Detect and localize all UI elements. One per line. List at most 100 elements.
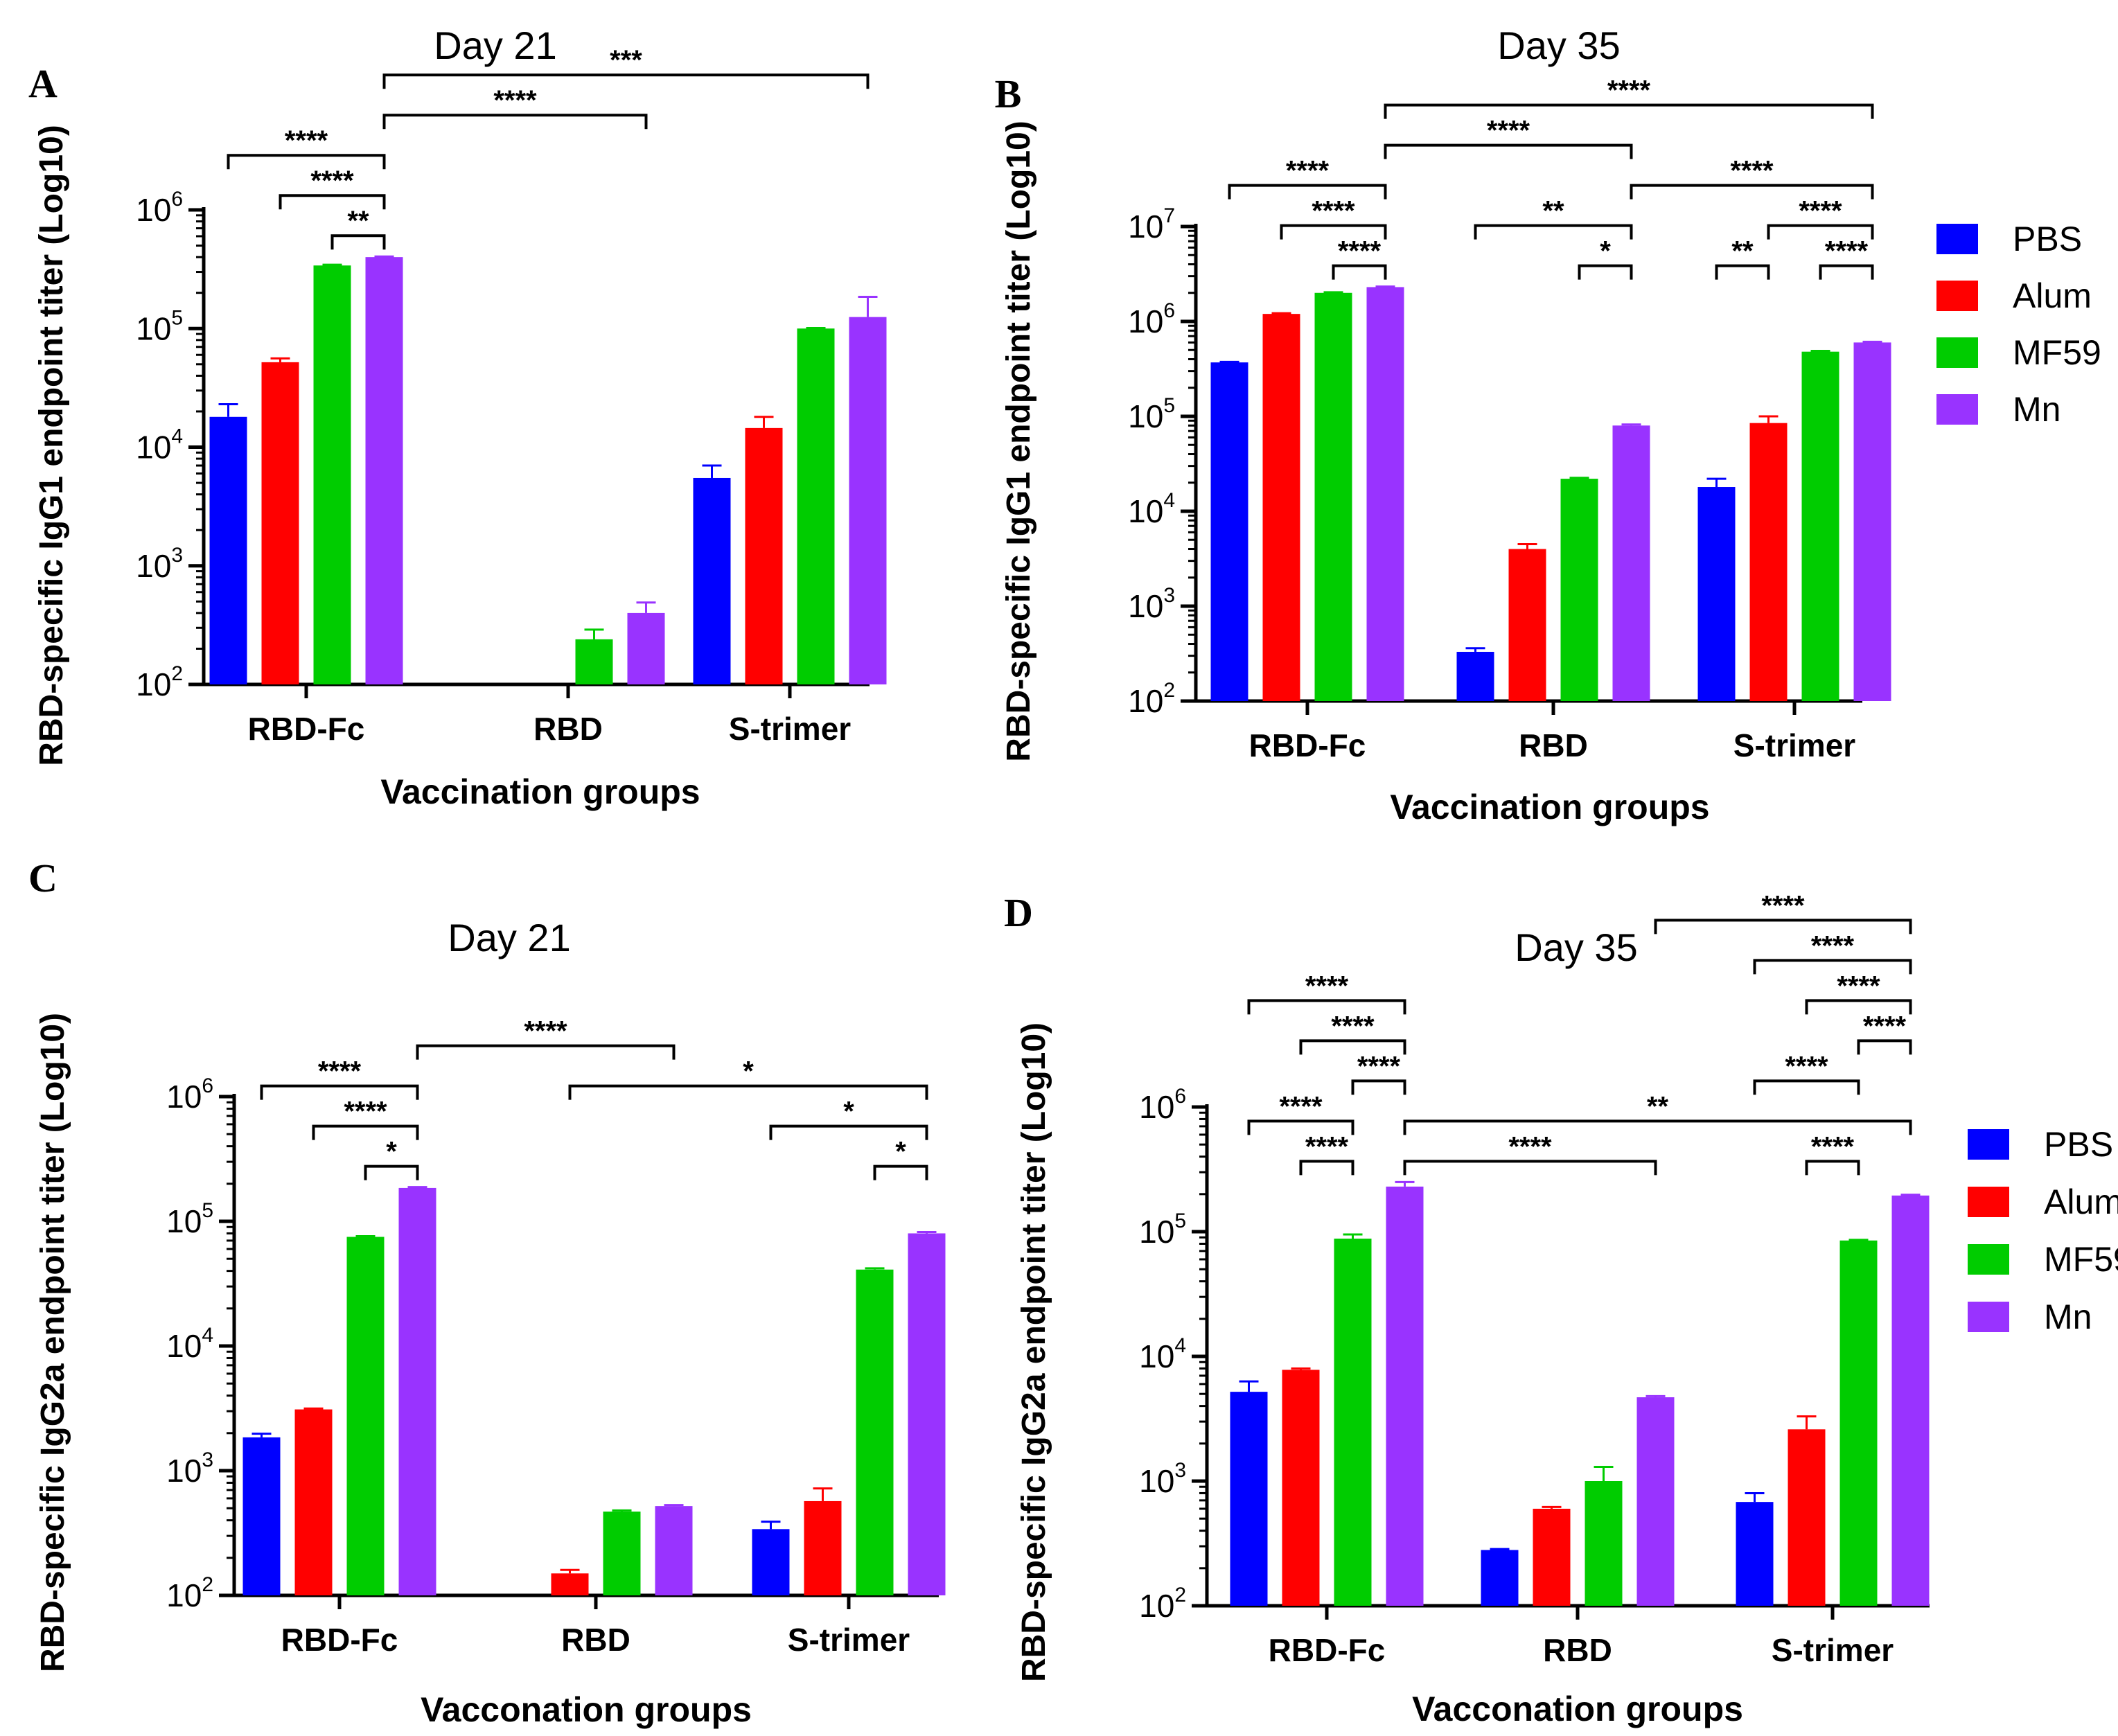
bracket-line — [1857, 1039, 1912, 1055]
significance-bracket: **** — [382, 85, 648, 130]
y-axis-label: RBD-specific IgG1 endpoint titer (Log10) — [33, 125, 70, 765]
y-tick-label: 106 — [1139, 1085, 1186, 1125]
bracket-line — [260, 1084, 419, 1100]
y-tick-label: 102 — [136, 662, 183, 702]
y-tick-exponent: 6 — [1163, 299, 1175, 322]
y-tick-base: 10 — [1139, 1338, 1174, 1374]
bracket-line — [382, 114, 648, 130]
legend: PBS Alum MF59 Mn — [1968, 1125, 2118, 1336]
category-label: RBD-Fc — [1269, 1632, 1386, 1668]
y-tick-label: 105 — [1128, 394, 1175, 434]
chart-title: Day 21 — [434, 24, 556, 67]
y-tick-exponent: 3 — [1174, 1459, 1186, 1482]
y-tick-base: 10 — [1128, 209, 1163, 245]
y-tick-label: 102 — [1128, 679, 1175, 719]
significance-label: **** — [1305, 1131, 1349, 1162]
legend-label: MF59 — [2013, 333, 2101, 372]
significance-label: **** — [1837, 971, 1880, 1001]
y-tick-base: 10 — [1139, 1463, 1174, 1499]
legend-swatch-mn — [1968, 1302, 2009, 1332]
y-tick-label: 106 — [166, 1074, 213, 1115]
bracket-line — [1654, 919, 1912, 935]
significance-bracket: **** — [1384, 76, 1874, 119]
significance-bracket: * — [364, 1137, 419, 1180]
significance-bracket: **** — [260, 1056, 419, 1100]
bar-mn — [398, 1187, 436, 1595]
bar-alum — [804, 1500, 842, 1595]
significance-label: ** — [1647, 1091, 1669, 1122]
y-tick-label: 103 — [1139, 1459, 1186, 1499]
y-tick-base: 10 — [166, 1328, 202, 1364]
panel-letter: A — [28, 61, 58, 106]
y-tick-exponent: 6 — [171, 188, 183, 211]
bracket-line — [1715, 264, 1770, 280]
bar-alum — [551, 1573, 589, 1595]
category-label: RBD-Fc — [248, 711, 365, 747]
bar-mf59 — [1334, 1238, 1372, 1606]
y-tick-exponent: 5 — [1174, 1210, 1186, 1232]
bracket-line — [1767, 224, 1874, 240]
category-label: S-trimer — [1772, 1632, 1894, 1668]
bar-mn — [365, 257, 403, 684]
significance-label: ** — [347, 206, 369, 236]
significance-label: **** — [1799, 196, 1842, 227]
y-tick-label: 103 — [1128, 584, 1175, 624]
legend-label: Mn — [2044, 1297, 2092, 1336]
y-tick-label: 104 — [1128, 489, 1175, 529]
bar-mn — [1612, 425, 1650, 701]
bar-mf59 — [1560, 479, 1598, 701]
y-tick-base: 10 — [166, 1079, 202, 1115]
bar-mf59 — [1801, 351, 1839, 701]
significance-label: **** — [1487, 116, 1530, 146]
bar-mn — [1891, 1195, 1930, 1606]
significance-bracket: ** — [330, 206, 386, 250]
significance-label: **** — [1357, 1051, 1401, 1081]
significance-bracket: **** — [1228, 156, 1387, 200]
significance-bracket: **** — [1247, 971, 1406, 1015]
bar-mn — [849, 317, 887, 684]
legend-swatch-mn — [1936, 394, 1978, 425]
significance-label: * — [895, 1137, 906, 1167]
bar-mn — [655, 1506, 693, 1595]
y-tick-base: 10 — [136, 429, 171, 466]
significance-label: **** — [1811, 1131, 1855, 1162]
bracket-line — [1332, 264, 1387, 280]
bar-mn — [1636, 1397, 1675, 1606]
significance-label: **** — [1730, 156, 1774, 186]
significance-bracket: **** — [1384, 116, 1633, 159]
bar-alum — [1533, 1508, 1571, 1606]
bar-pbs — [752, 1529, 790, 1595]
y-tick-base: 10 — [1128, 303, 1163, 339]
x-axis-label: Vacconation groups — [1412, 1690, 1743, 1728]
significance-bracket: **** — [1654, 890, 1912, 935]
y-tick-exponent: 5 — [171, 306, 183, 329]
bracket-line — [1247, 999, 1406, 1015]
chart-title: Day 35 — [1515, 925, 1637, 969]
y-tick-base: 10 — [136, 192, 171, 228]
bar-mf59 — [346, 1237, 385, 1595]
significance-label: * — [843, 1097, 854, 1127]
legend-swatch-alum — [1968, 1187, 2009, 1217]
bar-alum — [1749, 423, 1788, 701]
y-tick-exponent: 2 — [1163, 679, 1175, 702]
legend-label: Alum — [2044, 1183, 2118, 1221]
bar-pbs — [1481, 1550, 1519, 1606]
significance-label: **** — [524, 1016, 567, 1047]
significance-label: * — [743, 1056, 754, 1087]
bar-mf59 — [1314, 292, 1352, 701]
bracket-line — [312, 1124, 419, 1140]
significance-bracket: ** — [1715, 236, 1770, 280]
significance-bracket: * — [769, 1097, 928, 1140]
significance-label: **** — [1811, 930, 1855, 961]
y-tick-exponent: 4 — [202, 1324, 213, 1347]
significance-bracket: **** — [279, 166, 386, 210]
y-tick-label: 103 — [166, 1449, 213, 1489]
y-axis-label: RBD-specific IgG1 endpoint titer (Log10) — [1000, 121, 1037, 761]
significance-bracket: **** — [1351, 1051, 1406, 1095]
legend-label: Alum — [2013, 276, 2092, 315]
significance-bracket: **** — [1805, 1131, 1860, 1176]
y-axis-label: RBD-specific IgG2a endpoint titer (Log10… — [1016, 1022, 1052, 1682]
y-tick-base: 10 — [166, 1203, 202, 1239]
